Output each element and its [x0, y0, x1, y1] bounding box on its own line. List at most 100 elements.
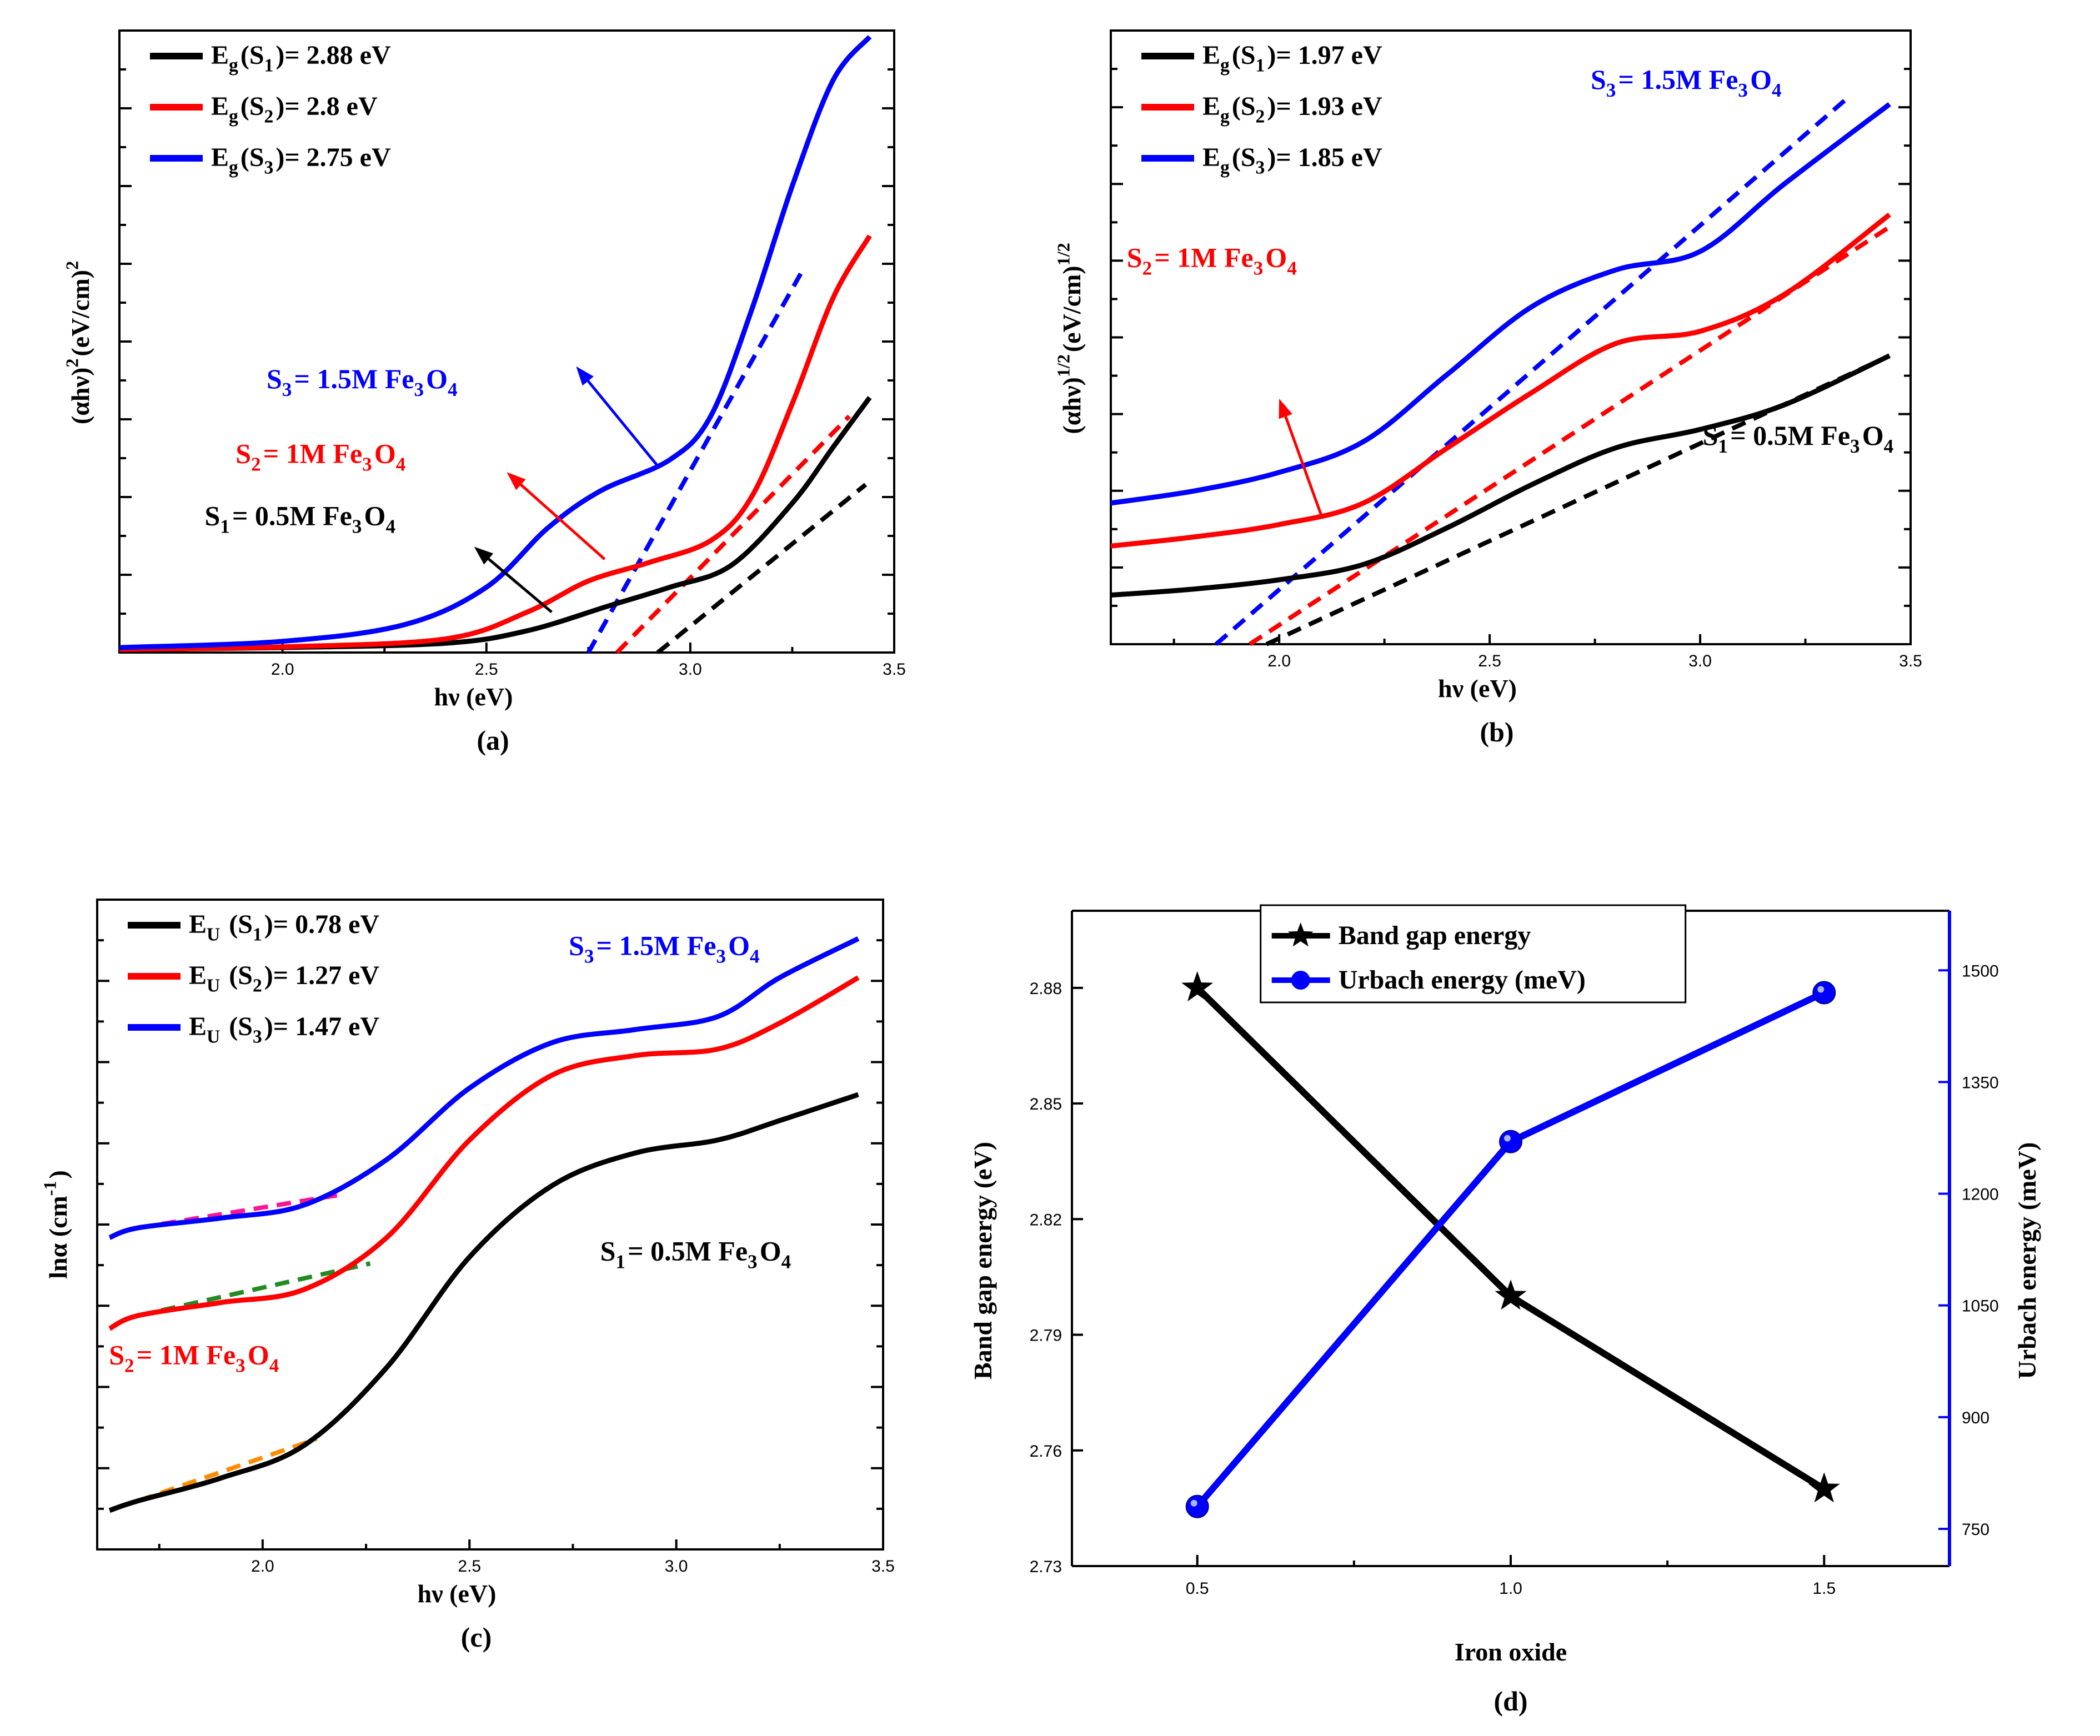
urbach-point: [1812, 981, 1836, 1005]
legend-entry-urbach: Urbach energy (meV): [1339, 965, 1586, 995]
series-line-s3: [1110, 102, 1891, 506]
arrow-s2-shaft: [1284, 416, 1323, 516]
legend-box: [1260, 904, 1687, 1004]
annotation-s1: S1 = 0.5M Fe3 O4: [600, 1235, 794, 1272]
annotation-s3: S3 = 1.5M Fe3 O4: [1591, 64, 1784, 101]
y-left-tick-label: 2.79: [1030, 1327, 1062, 1345]
annotation-s2: S2 = 1M Fe3 O4: [235, 438, 408, 475]
series-line-s1: [1110, 353, 1891, 598]
y-axis-title: (αhν)2 (eV/cm)2: [62, 259, 94, 424]
legend-star-icon: [1287, 922, 1314, 947]
legend-entry-s3: EU (S3 )= 1.47 eV: [189, 1012, 379, 1047]
annotation-s2: S2 = 1M Fe3 O4: [109, 1339, 281, 1377]
x-tick-label: 3.0: [1688, 652, 1712, 670]
urbach-point-highlight: [1504, 1135, 1511, 1142]
band-gap-point: [1181, 971, 1214, 1002]
y-right-tick-label: 1350: [1962, 1073, 1999, 1092]
legend-entry-s3: Eg (S3 )= 1.85 eV: [1202, 143, 1382, 178]
legend-entry-s1: EU (S1 )= 0.78 eV: [189, 910, 379, 945]
legend-entry-s2: EU (S2 )= 1.27 eV: [189, 961, 379, 996]
arrow-s3-shaft: [587, 380, 659, 467]
chart-panel-c: 2.0 2.5 3.0 3.5 hν (eV) lnα (cm-1 ) EU (S1 )= …: [40, 899, 895, 1653]
x-tick-label: 2.5: [458, 1557, 481, 1576]
fit-line-s2: [615, 414, 851, 654]
x-tick-label: 2.0: [251, 1557, 274, 1576]
y-right-tick-label: 750: [1962, 1521, 1989, 1539]
urbach-point: [1185, 1494, 1209, 1518]
series-line-s1: [108, 1092, 859, 1513]
x-tick-label: 1.5: [1812, 1579, 1836, 1598]
band-gap-point: [1808, 1472, 1840, 1503]
arrow-s2-head: [1279, 399, 1292, 419]
panel-label: (b): [1480, 716, 1513, 747]
y-right-tick-label: 1200: [1962, 1186, 1999, 1204]
series-line-s2: [108, 975, 860, 1331]
chart-panel-a: 2.0 2.5 3.0 3.5 hν (eV) (αhν)2 (eV/cm)2 Eg (S…: [62, 29, 906, 756]
x-tick-label: 3.0: [665, 1557, 688, 1576]
fit-line-s3: [1214, 96, 1849, 646]
legend-entry-s1: Eg (S1 )= 2.88 eV: [211, 41, 391, 76]
panel-label: (d): [1493, 1685, 1527, 1717]
panel-label: (a): [477, 725, 509, 756]
annotation-s3: S3 = 1.5M Fe3 O4: [267, 363, 460, 400]
annotation-s2: S2 = 1M Fe3 O4: [1127, 242, 1299, 279]
annotation-s1: S1 = 0.5M Fe3 O4: [1703, 420, 1896, 457]
legend-entry-s3: Eg (S3 )= 2.75 eV: [211, 143, 391, 178]
y-left-tick-label: 2.76: [1030, 1442, 1062, 1461]
x-tick-label: 3.5: [871, 1557, 895, 1576]
fit-line-s3: [586, 265, 806, 654]
y-right-tick-label: 900: [1962, 1409, 1989, 1427]
y-right-tick-label: 1050: [1962, 1297, 1999, 1316]
series-line-s2: [1110, 212, 1891, 549]
arrow-s3-head: [576, 366, 594, 386]
y-right-tick-label: 1500: [1962, 962, 1999, 980]
x-axis-title: Iron oxide: [1455, 1638, 1567, 1666]
x-tick-label: 0.5: [1186, 1579, 1209, 1598]
legend-entry-s1: Eg (S1 )= 1.97 eV: [1202, 41, 1382, 76]
band-gap-point: [1495, 1280, 1527, 1310]
chart-panel-b: 2.0 2.5 3.0 3.5 hν (eV) (αhν)1/2 (eV/cm)1/2 E…: [1054, 29, 1922, 747]
legend-entry-s2: Eg (S2 )= 2.8 eV: [211, 92, 378, 127]
annotation-s1: S1 = 0.5M Fe3 O4: [204, 500, 398, 537]
urbach-point: [1499, 1130, 1522, 1153]
y-left-tick-label: 2.82: [1030, 1211, 1062, 1229]
y-left-tick-label: 2.85: [1030, 1095, 1062, 1113]
y-left-tick-label: 2.88: [1030, 980, 1062, 998]
fit-line-s2: [138, 1261, 371, 1318]
series-line-s3: [108, 936, 860, 1240]
panel-label: (c): [461, 1622, 492, 1653]
arrow-s2-head: [507, 472, 526, 490]
x-tick-label: 3.5: [1899, 652, 1922, 670]
annotation-s3: S3 = 1.5M Fe3 O4: [569, 930, 762, 967]
x-tick-label: 2.5: [1478, 652, 1501, 670]
legend-circle-icon: [1291, 971, 1310, 990]
x-tick-label: 2.5: [475, 660, 498, 679]
chart-panel-d: 0.5 1.0 1.5 2.73 2.76 2.79 2.82 2.85 2.88 750 900 1…: [969, 904, 2041, 1717]
y-left-axis-title: Band gap energy (eV): [969, 1142, 997, 1379]
x-tick-label: 1.0: [1499, 1579, 1522, 1598]
y-axis-title: (αhν)1/2 (eV/cm)1/2: [1054, 240, 1086, 434]
x-tick-label: 3.5: [883, 660, 906, 679]
arrow-s2-shaft: [520, 483, 606, 560]
series-line-s3: [119, 35, 872, 650]
y-axis-title: lnα (cm-1 ): [40, 1170, 72, 1279]
x-tick-label: 2.0: [1267, 652, 1291, 670]
legend-entry-band-gap: Band gap energy: [1339, 921, 1531, 950]
x-axis-title: hν (eV): [434, 683, 513, 711]
arrow-s1-shaft: [488, 558, 553, 614]
x-tick-label: 3.0: [679, 660, 702, 679]
plot-frame: [96, 899, 884, 1551]
series-line-s2: [119, 234, 872, 652]
arrow-s1-head: [474, 546, 494, 565]
x-axis-title: hν (eV): [418, 1579, 497, 1608]
y-right-axis-title: Urbach energy (meV): [2013, 1142, 2041, 1379]
fit-line-s1: [656, 483, 868, 655]
series-line-band-gap: [1195, 985, 1826, 1492]
legend-entry-s2: Eg (S2 )= 1.93 eV: [1202, 92, 1382, 127]
y-left-tick-label: 2.73: [1030, 1558, 1062, 1576]
urbach-point-highlight: [1190, 1499, 1197, 1507]
plot-frame: [1110, 29, 1912, 645]
urbach-point-highlight: [1817, 986, 1825, 993]
x-axis-title: hν (eV): [1438, 674, 1517, 703]
